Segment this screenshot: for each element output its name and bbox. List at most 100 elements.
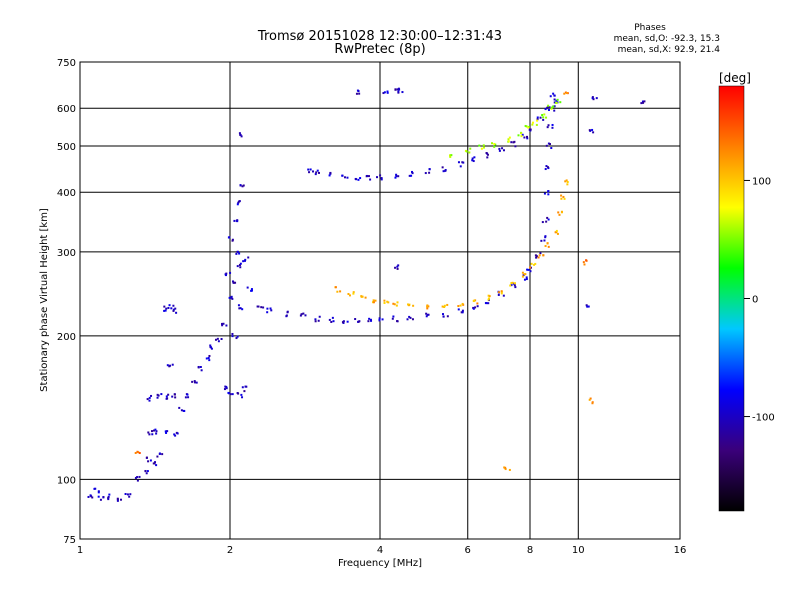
data-point <box>408 174 411 177</box>
data-point <box>155 430 158 433</box>
data-point <box>500 292 503 295</box>
data-point <box>559 101 562 104</box>
data-point <box>563 197 566 200</box>
data-point <box>93 487 96 490</box>
data-point <box>547 104 550 107</box>
data-point <box>486 156 489 159</box>
data-point <box>382 92 385 95</box>
data-point <box>146 470 149 473</box>
data-point <box>244 258 247 261</box>
data-point <box>543 192 546 195</box>
data-point <box>472 307 475 310</box>
data-point <box>553 94 556 97</box>
data-point <box>521 275 524 278</box>
data-point <box>536 116 539 119</box>
data-point <box>191 380 194 383</box>
data-point <box>151 433 154 436</box>
data-point <box>170 307 173 310</box>
data-point <box>426 307 429 310</box>
data-point <box>205 357 208 360</box>
data-point <box>543 239 546 242</box>
data-point <box>546 216 549 219</box>
data-point <box>428 168 431 171</box>
data-point <box>547 109 550 112</box>
data-point <box>507 138 510 141</box>
data-point <box>469 147 472 150</box>
data-point <box>102 496 105 499</box>
data-point <box>551 126 554 129</box>
data-point <box>171 395 174 398</box>
data-point <box>231 332 234 335</box>
data-point <box>243 259 246 262</box>
data-point <box>239 184 242 187</box>
data-point <box>374 299 377 302</box>
data-point <box>153 429 156 432</box>
data-point <box>172 304 175 307</box>
y-tick-label: 200 <box>57 332 76 343</box>
data-point <box>471 157 474 160</box>
data-point <box>553 98 556 101</box>
y-axis-label: Stationary phase Virtual Height [km] <box>39 208 50 392</box>
data-point <box>449 154 452 157</box>
data-point <box>224 274 227 277</box>
data-point <box>246 286 249 289</box>
data-point <box>442 170 445 173</box>
data-point <box>174 434 177 437</box>
colorbar <box>718 85 745 512</box>
data-point <box>555 99 558 102</box>
data-point <box>180 409 183 412</box>
data-point <box>396 301 399 304</box>
data-point <box>187 396 190 399</box>
data-point <box>304 314 307 317</box>
data-point <box>526 268 529 271</box>
data-point <box>165 307 168 310</box>
data-point <box>200 369 203 372</box>
data-point <box>156 396 159 399</box>
data-point <box>527 126 530 129</box>
data-point <box>396 88 399 91</box>
data-point <box>535 123 538 126</box>
data-point <box>552 105 555 108</box>
data-point <box>250 289 253 292</box>
data-point <box>332 320 335 323</box>
data-point <box>484 302 487 305</box>
data-point <box>468 151 471 154</box>
data-point <box>513 282 516 285</box>
data-point <box>237 304 240 307</box>
data-point <box>523 273 526 276</box>
data-point <box>225 387 228 390</box>
data-point <box>364 296 367 299</box>
data-point <box>471 159 474 162</box>
data-point <box>166 430 169 433</box>
data-point <box>482 146 485 149</box>
data-point <box>145 472 148 475</box>
data-point <box>533 263 536 266</box>
data-point <box>552 92 555 95</box>
data-point <box>136 476 139 479</box>
data-point <box>586 305 589 308</box>
data-point <box>411 318 414 321</box>
data-point <box>378 317 381 320</box>
data-point <box>548 143 551 146</box>
data-point <box>227 236 230 239</box>
data-point <box>461 311 464 314</box>
data-point <box>442 313 445 316</box>
data-point <box>387 301 390 304</box>
data-point <box>560 210 563 213</box>
data-point <box>550 107 553 110</box>
data-point <box>197 366 200 369</box>
data-point <box>236 250 239 253</box>
data-point <box>537 256 540 259</box>
data-point <box>231 297 234 300</box>
data-point <box>502 294 505 297</box>
y-tick-label: 75 <box>63 535 76 546</box>
data-point <box>549 95 552 98</box>
data-point <box>225 324 228 327</box>
data-point <box>99 498 102 501</box>
data-point <box>361 295 364 298</box>
data-point <box>535 256 538 259</box>
data-point <box>392 315 395 318</box>
data-point <box>591 97 594 100</box>
data-point <box>367 320 370 323</box>
y-axis-ticks: 75 100 200 300 400 500 600 750 <box>57 58 76 546</box>
